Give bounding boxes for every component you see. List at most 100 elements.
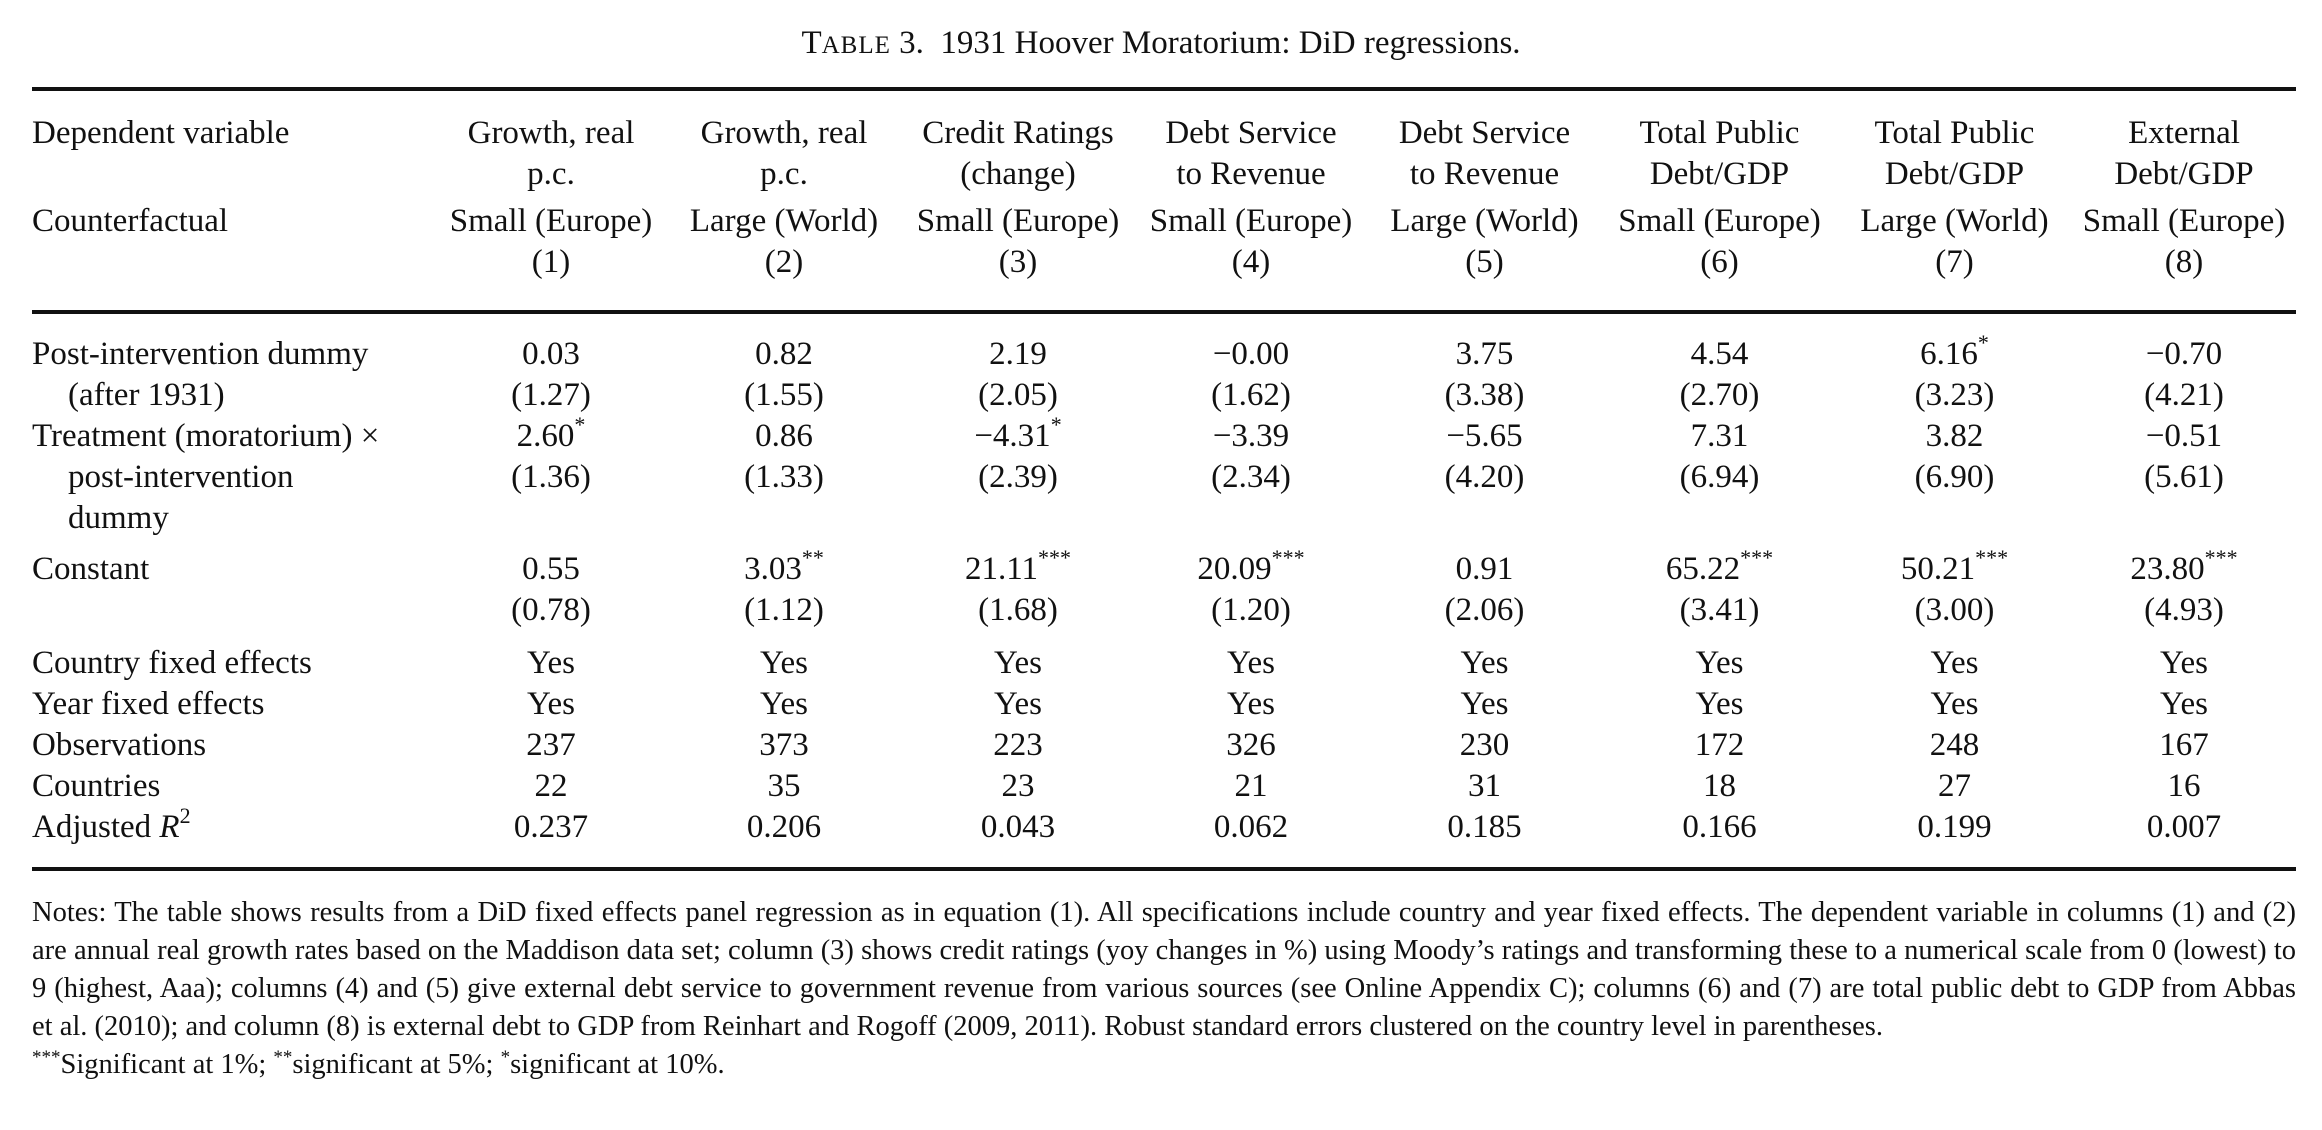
caption-table-number: 3. [899, 25, 924, 61]
stat-value: 27 [1938, 768, 1971, 804]
treatment-row-col-4: −3.39 [1135, 416, 1367, 457]
stat-value: 237 [526, 727, 576, 763]
stat-value: 23 [1001, 768, 1035, 804]
significance-stars: *** [1038, 545, 1072, 570]
sig2-mark: ** [273, 1047, 293, 1068]
standard-error: (2.05) [978, 377, 1058, 413]
header-cell-col-3: Credit Ratings [922, 115, 1114, 151]
coefficient-value: 20.09 [1197, 551, 1272, 587]
stat-value: Yes [1460, 645, 1509, 681]
treatment-label-line3: dummy [32, 498, 435, 539]
significance-stars: ** [801, 545, 824, 570]
coefficient-value: 7.31 [1690, 418, 1749, 454]
header-cell-col-5: to Revenue [1409, 156, 1560, 192]
header-cell-col-5: (5) [1465, 244, 1504, 280]
sig3-text: significant at 10%. [510, 1049, 725, 1080]
coefficient-value: 50.21 [1900, 551, 1976, 587]
empty-cell [667, 498, 901, 539]
header-cell-col-3: (change) [960, 156, 1076, 192]
stat-value: 223 [993, 727, 1043, 763]
standard-error: (1.68) [978, 592, 1058, 628]
stat-row: Countries 22 35 23 21 31 18 27 16 [32, 766, 2296, 807]
constant-row: Constant 0.55 3.03** 21.11*** 20.09*** 0.91 65… [32, 539, 2296, 590]
r-squared-symbol: R [159, 809, 180, 845]
counterfactual-row: Counterfactual Small (Europe) Large (World… [32, 195, 2296, 242]
significance-stars: *** [1740, 545, 1774, 570]
constant-se-row: (0.78) (1.12) (1.68) (1.20) (2.06) (3.41) (3.0… [32, 590, 2296, 631]
standard-error: (3.41) [1679, 592, 1760, 628]
stat-value: 31 [1468, 768, 1501, 804]
stat-value: 0.062 [1213, 809, 1289, 845]
coefficient-value: 3.82 [1925, 418, 1984, 454]
header-cell-col-3: (3) [998, 244, 1038, 280]
table-notes: Notes: The table shows results from a Di… [32, 894, 2296, 1084]
treatment-label-continuation-row: dummy [32, 498, 2296, 539]
standard-error: (2.34) [1211, 459, 1291, 495]
constant-row-col-2: 3.03** [667, 539, 901, 590]
stat-value: 373 [759, 727, 809, 763]
stat-value: 230 [1459, 727, 1510, 763]
standard-error: (1.36) [511, 459, 591, 495]
stat-label: Observations [32, 727, 207, 763]
header-cell-col-7: (7) [1935, 244, 1974, 280]
treatment-label-line3-text: dummy [68, 500, 169, 536]
header-cell-col-8: Small (Europe) [2082, 203, 2286, 239]
header-cell-col-2: Growth, real [700, 115, 868, 151]
standard-error: (1.12) [744, 592, 824, 628]
coefficient-value: 0.03 [522, 336, 580, 372]
post-dummy-row-col-8: −0.70 [2072, 334, 2296, 375]
empty-cell [1837, 498, 2072, 539]
stat-row: Year fixed effects Yes Yes Yes Yes Yes Yes Yes Y… [32, 684, 2296, 725]
stat-value: 0.206 [746, 809, 822, 845]
significance-stars: * [1050, 412, 1062, 437]
coefficient-value: 21.11 [964, 551, 1039, 587]
empty-cell [1135, 498, 1367, 539]
stat-row: Country fixed effects Yes Yes Yes Yes Yes Yes Y… [32, 631, 2296, 684]
significance-stars: * [574, 412, 586, 437]
stat-value: Yes [526, 686, 576, 722]
treatment-row-col-2: 0.86 [667, 416, 901, 457]
table-caption: TABLE 3. 1931 Hoover Moratorium: DiD reg… [0, 24, 2322, 64]
standard-error: (6.90) [1914, 459, 1995, 495]
stat-value: 326 [1226, 727, 1276, 763]
dep-var-label: Dependent variable [32, 115, 290, 151]
header-cell-col-1: p.c. [527, 156, 575, 192]
header-cell-col-2: (2) [764, 244, 804, 280]
header-cell-col-7: Total Public [1874, 115, 2035, 151]
stat-value: 0.199 [1917, 809, 1992, 845]
treatment-row: Treatment (moratorium) × 2.60* 0.86 −4.31* −… [32, 414, 2296, 457]
coefficient-value: 2.60 [516, 418, 575, 454]
empty-cell [2072, 498, 2296, 539]
stat-value: Yes [759, 645, 809, 681]
dep-var-row-2: p.c. p.c. (change) to Revenue to Revenue Debt… [32, 154, 2296, 195]
stat-value: 22 [534, 768, 568, 804]
sig1-mark: *** [32, 1047, 61, 1068]
standard-error: (4.93) [2144, 592, 2224, 628]
column-number-row: (1) (2) (3) (4) (5) (6) (7) (8) [32, 242, 2296, 283]
post-dummy-row-col-1: 0.03 [435, 334, 667, 375]
stat-value: Yes [2159, 686, 2209, 722]
r-squared-exponent: 2 [179, 803, 191, 828]
caption-table-word-initial: T [801, 25, 822, 61]
standard-error: (3.38) [1444, 377, 1525, 413]
empty-cell [435, 498, 667, 539]
colnum-label-blank [32, 242, 435, 283]
post-dummy-row-col-3: 2.19 [901, 334, 1135, 375]
header-table: Dependent variable Growth, real Growth, re… [32, 113, 2296, 283]
dep-var-row-1: Dependent variable Growth, real Growth, re… [32, 113, 2296, 154]
header-cell-col-4: (4) [1231, 244, 1271, 280]
treatment-row-col-1: 2.60* [435, 414, 667, 457]
post-dummy-row-col-5: 3.75 [1367, 334, 1602, 375]
header-cell-col-5: Debt Service [1398, 115, 1571, 151]
header-cell-col-8: External [2128, 115, 2240, 151]
header-cell-col-3: Small (Europe) [916, 203, 1120, 239]
post-dummy-se-row-label: (after 1931) [32, 375, 435, 416]
stat-value: Yes [1695, 686, 1744, 722]
post-dummy-row-col-6: 4.54 [1602, 334, 1837, 375]
standard-error: (6.94) [1679, 459, 1760, 495]
header-cell-col-6: Total Public [1639, 115, 1800, 151]
stat-value: Yes [2159, 645, 2209, 681]
constant-row-col-6: 65.22*** [1602, 539, 1837, 590]
caption-table-word-rest: ABLE [821, 32, 891, 59]
